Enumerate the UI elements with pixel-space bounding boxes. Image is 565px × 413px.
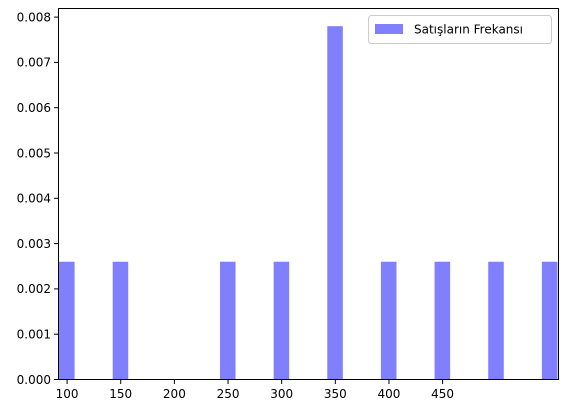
- histogram-bar: [327, 26, 343, 380]
- y-tick-label: 0.008: [17, 10, 51, 24]
- x-tick-label: 400: [378, 387, 401, 401]
- legend: Satışların Frekansı: [368, 15, 552, 44]
- x-tick-label: 350: [324, 387, 347, 401]
- x-tick-label: 450: [431, 387, 454, 401]
- y-tick-label: 0.004: [17, 192, 51, 206]
- x-tick-label: 100: [56, 387, 79, 401]
- histogram-bar: [380, 261, 397, 380]
- axes-frame: [58, 8, 559, 380]
- histogram-bar: [488, 261, 504, 380]
- y-tick-label: 0.006: [17, 101, 51, 115]
- legend-box: [368, 15, 552, 44]
- y-axis: 0.000 0.001 0.002 0.003 0.004 0.005 0.006 0.007…: [17, 10, 59, 387]
- legend-swatch: [375, 24, 403, 34]
- histogram-bar: [59, 261, 75, 380]
- legend-label: Satışların Frekansı: [414, 23, 523, 37]
- x-tick-label: 150: [109, 387, 132, 401]
- histogram-bar: [434, 261, 451, 380]
- y-tick-label: 0.007: [17, 56, 51, 70]
- y-tick-label: 0.001: [17, 328, 51, 342]
- histogram-bar: [219, 261, 236, 380]
- bars-group: [59, 26, 558, 380]
- x-tick-label: 300: [270, 387, 293, 401]
- y-tick-label: 0.005: [17, 146, 51, 160]
- histogram-bar: [273, 261, 290, 380]
- x-tick-label: 200: [163, 387, 186, 401]
- y-tick-label: 0.003: [17, 237, 51, 251]
- x-tick-label: 250: [217, 387, 240, 401]
- x-axis: 100 150 200 250 300 350 400 450: [56, 379, 454, 401]
- y-tick-label: 0.002: [17, 282, 51, 296]
- histogram-bar: [112, 261, 129, 380]
- histogram-bar: [541, 261, 558, 380]
- y-tick-label: 0.000: [17, 373, 51, 387]
